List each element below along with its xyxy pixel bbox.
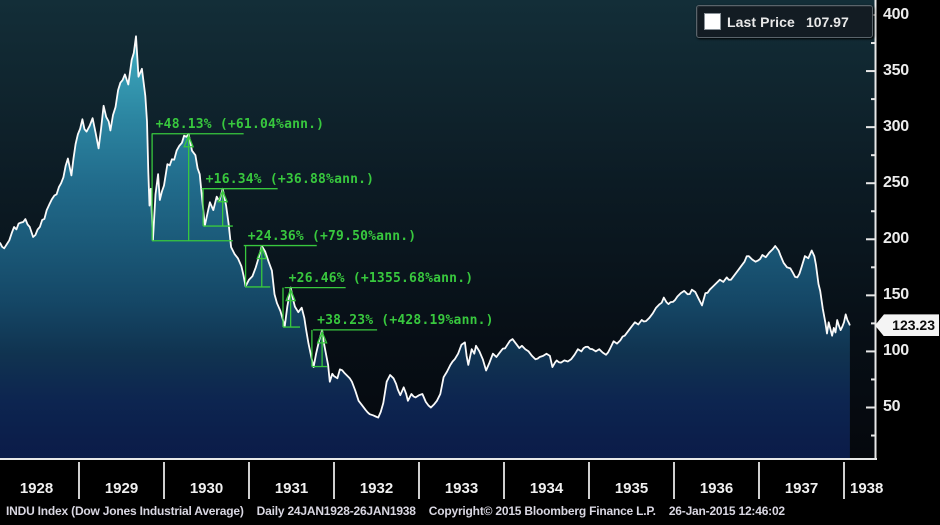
year-label: 1936	[699, 480, 734, 497]
rally-annotation-lines	[243, 244, 317, 288]
year-separator	[673, 462, 675, 499]
y-axis-label: 50	[883, 398, 901, 416]
year-separator	[248, 462, 250, 499]
footer: INDU Index (Dow Jones Industrial Average…	[6, 504, 936, 518]
rally-annotation-label: +38.23% (+428.19%ann.)	[317, 312, 494, 328]
rally-annotation-lines	[201, 188, 278, 227]
year-label: 1932	[359, 480, 394, 497]
year-label: 1928	[19, 480, 54, 497]
rally-annotation-lines	[282, 286, 346, 328]
year-separator	[758, 462, 760, 499]
year-separator	[163, 462, 165, 499]
y-axis-label: 200	[883, 230, 909, 248]
y-axis-label: 100	[883, 342, 909, 360]
y-axis-label: 150	[883, 286, 909, 304]
year-separator	[333, 462, 335, 499]
year-label: 1929	[104, 480, 139, 497]
year-label: 1937	[784, 480, 819, 497]
footer-timestamp: 26-Jan-2015 12:46:02	[668, 504, 785, 518]
last-price-badge: 123.23	[875, 314, 939, 337]
legend[interactable]: Last Price 107.97	[696, 5, 873, 38]
rally-annotation-lines	[151, 133, 244, 242]
footer-copyright: Copyright© 2015 Bloomberg Finance L.P.	[428, 504, 656, 518]
footer-instrument: INDU Index (Dow Jones Industrial Average…	[6, 504, 244, 518]
price-chart-svg	[0, 0, 877, 460]
y-axis-label: 250	[883, 174, 909, 192]
footer-period: Daily 24JAN1928-26JAN1938	[256, 504, 416, 518]
rally-annotation-label: +48.13% (+61.04%ann.)	[155, 116, 325, 132]
price-line	[0, 35, 851, 419]
rally-annotation-label: +24.36% (+79.50%ann.)	[247, 228, 417, 244]
rally-annotation-label: +16.34% (+36.88%ann.)	[205, 171, 375, 187]
rally-annotation-label: +26.46% (+1355.68%ann.)	[288, 270, 474, 286]
legend-value: 107.97	[805, 13, 849, 30]
legend-swatch-icon	[704, 13, 721, 30]
chart-plot-area[interactable]	[0, 0, 876, 460]
year-label: 1934	[529, 480, 564, 497]
x-axis-strip: 1928 1929 1930 1931 1932 1933 1934 1935 1936 1937…	[0, 460, 887, 502]
y-axis-label: 350	[883, 62, 909, 80]
y-axis-label: 400	[883, 6, 909, 23]
year-label: 1938	[850, 480, 884, 497]
year-label: 1931	[274, 480, 309, 497]
year-separator	[843, 462, 845, 499]
legend-label: Last Price	[727, 13, 795, 30]
year-separator	[503, 462, 505, 499]
year-label: 1933	[444, 480, 479, 497]
year-label: 1930	[189, 480, 224, 497]
price-area-fill	[0, 36, 850, 460]
year-separator	[418, 462, 420, 499]
year-label: 1935	[614, 480, 649, 497]
year-separator	[588, 462, 590, 499]
y-axis-label: 300	[883, 118, 909, 136]
year-separator	[78, 462, 80, 499]
rally-annotation-lines	[311, 329, 378, 368]
